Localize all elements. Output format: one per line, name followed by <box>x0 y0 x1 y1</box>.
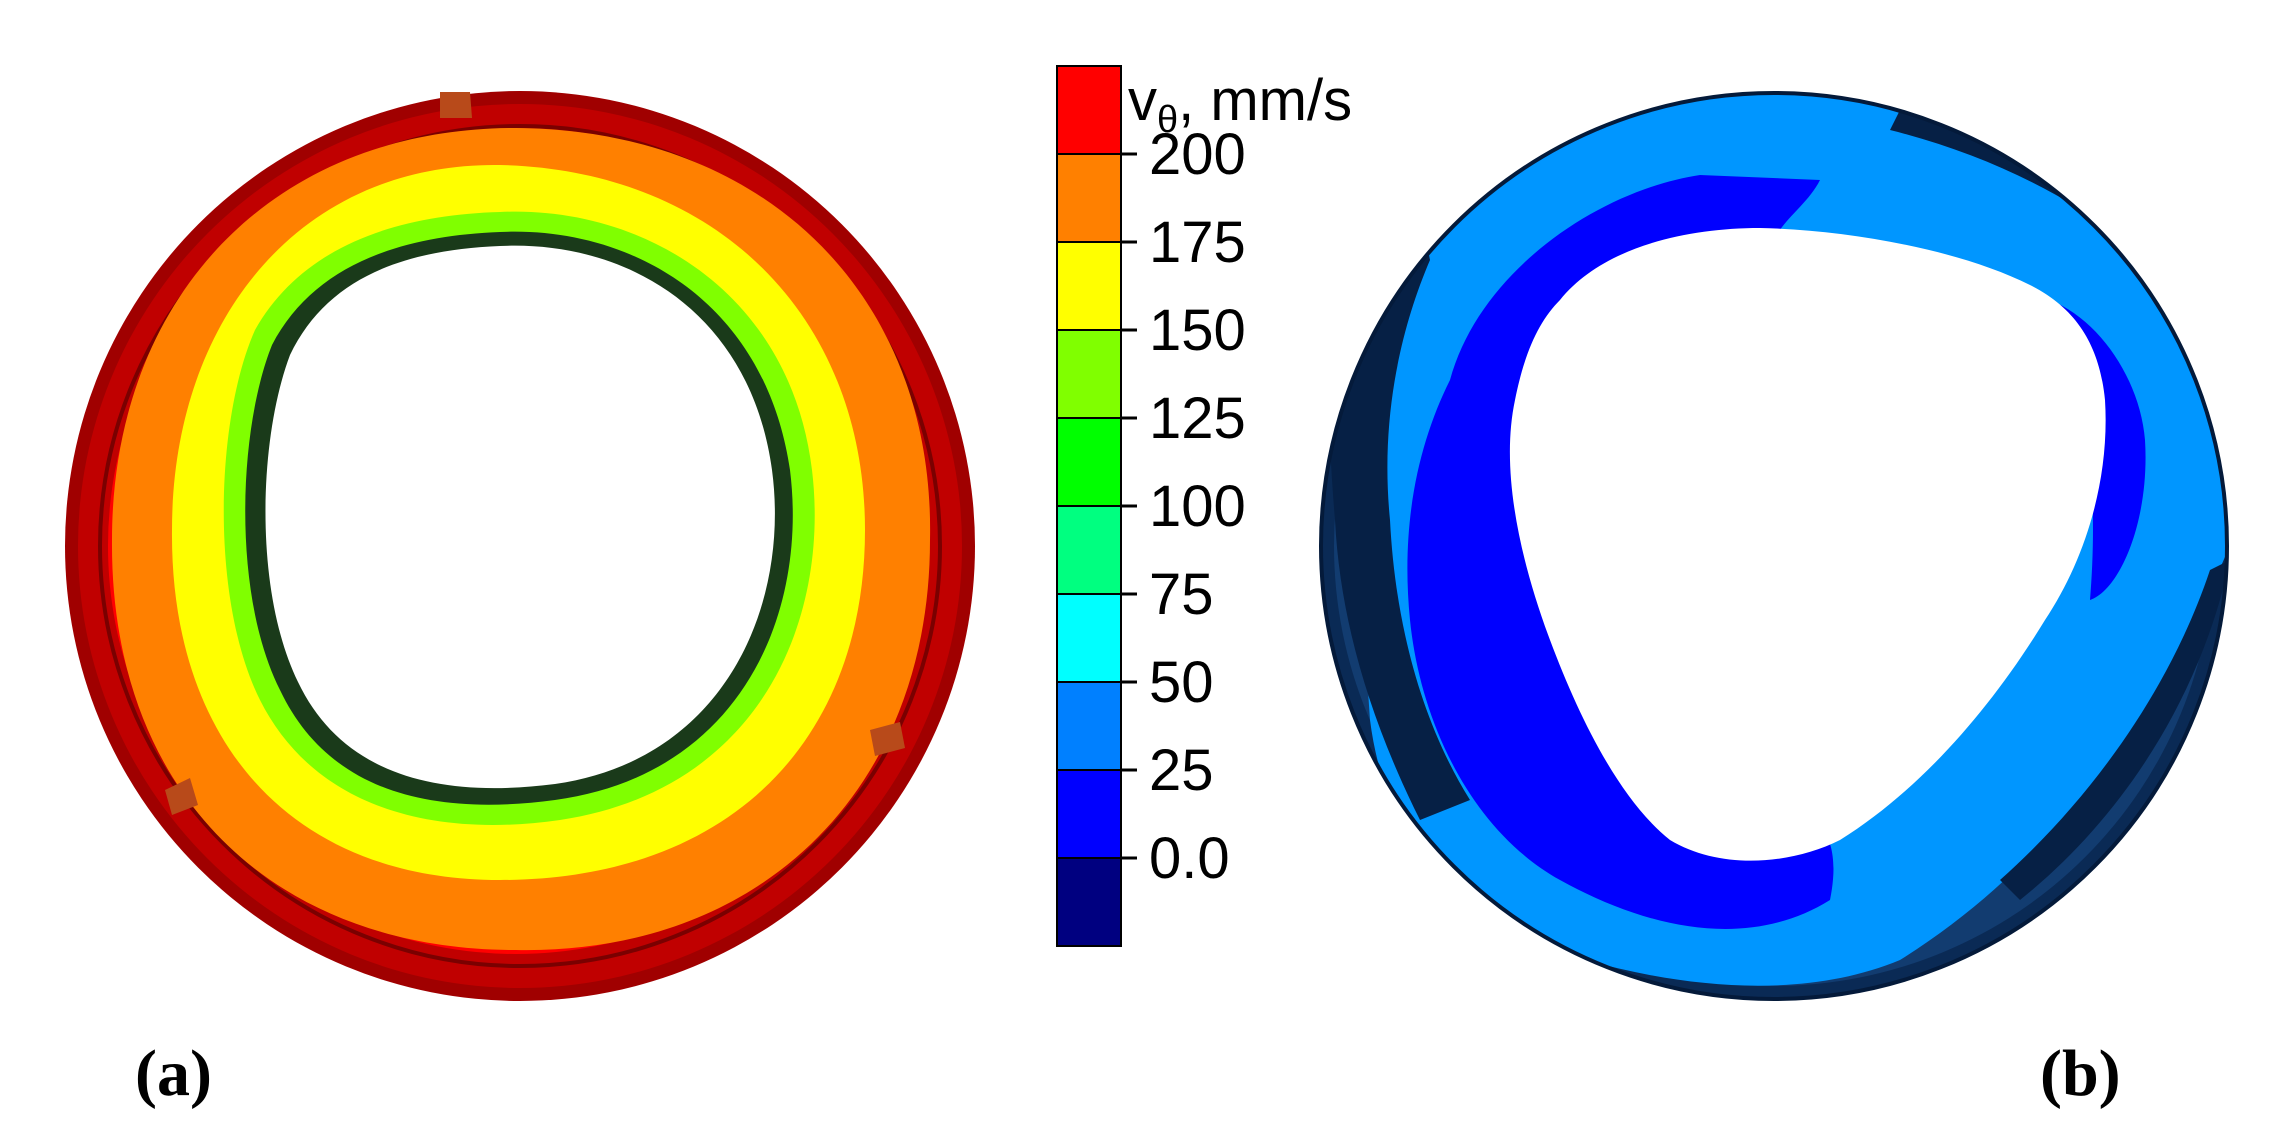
panel-a-inner-rim-line <box>98 124 942 968</box>
colorbar-segment <box>1057 242 1121 330</box>
colorbar-tick-label: 125 <box>1149 386 1246 451</box>
colorbar-segment <box>1057 330 1121 418</box>
panel-b-rim-shadow-top <box>1890 110 2170 260</box>
colorbar-tick-label: 50 <box>1149 650 1214 715</box>
panel-b-band-dark-blue-left <box>1407 175 1834 929</box>
colorbar-title-units: , mm/s <box>1178 68 1352 133</box>
colorbar-tick-label: 75 <box>1149 562 1214 627</box>
colorbar-segment <box>1057 682 1121 770</box>
panel-b-inner-hole <box>1509 228 2106 861</box>
colorbar-segment <box>1057 66 1121 154</box>
panel-a-label: (a) <box>135 1037 212 1110</box>
colorbar-segment <box>1057 770 1121 858</box>
colorbar-segment <box>1057 154 1121 242</box>
colorbar-tick-label: 175 <box>1149 210 1246 275</box>
panel-a-inner-hole <box>265 245 775 789</box>
colorbar-segment <box>1057 858 1121 946</box>
panel-a-contour-plot <box>65 91 975 1001</box>
panel-b-rim-shadow-right <box>2000 560 2227 900</box>
panel-b-rim-shadow-left <box>1329 210 1470 820</box>
colorbar-tick-label: 150 <box>1149 298 1246 363</box>
colorbar-title: vθ, mm/s <box>1128 68 1352 141</box>
panel-b-outer-outline <box>1319 91 2229 1001</box>
colorbar-tick-label: 200 <box>1149 122 1246 187</box>
panel-b-contour-plot <box>1319 91 2229 1001</box>
colorbar-title-subscript: θ <box>1157 99 1178 141</box>
colorbar-tick-label: 25 <box>1149 738 1214 803</box>
panel-a-marker-right <box>870 722 905 756</box>
colorbar-segment <box>1057 594 1121 682</box>
colorbar-segment <box>1057 418 1121 506</box>
panel-b-label: (b) <box>2040 1037 2121 1110</box>
panel-a-marker-left <box>165 778 198 815</box>
colorbar-tick-label: 100 <box>1149 474 1246 539</box>
panel-a-marker-top <box>440 92 472 118</box>
colorbar-title-symbol: v <box>1128 68 1157 133</box>
colorbar-tick-label: 0.0 <box>1149 826 1230 891</box>
colorbar-segment <box>1057 506 1121 594</box>
colorbar: vθ, mm/s 200 175 150 125 100 75 50 25 0.0 <box>1056 65 1352 947</box>
